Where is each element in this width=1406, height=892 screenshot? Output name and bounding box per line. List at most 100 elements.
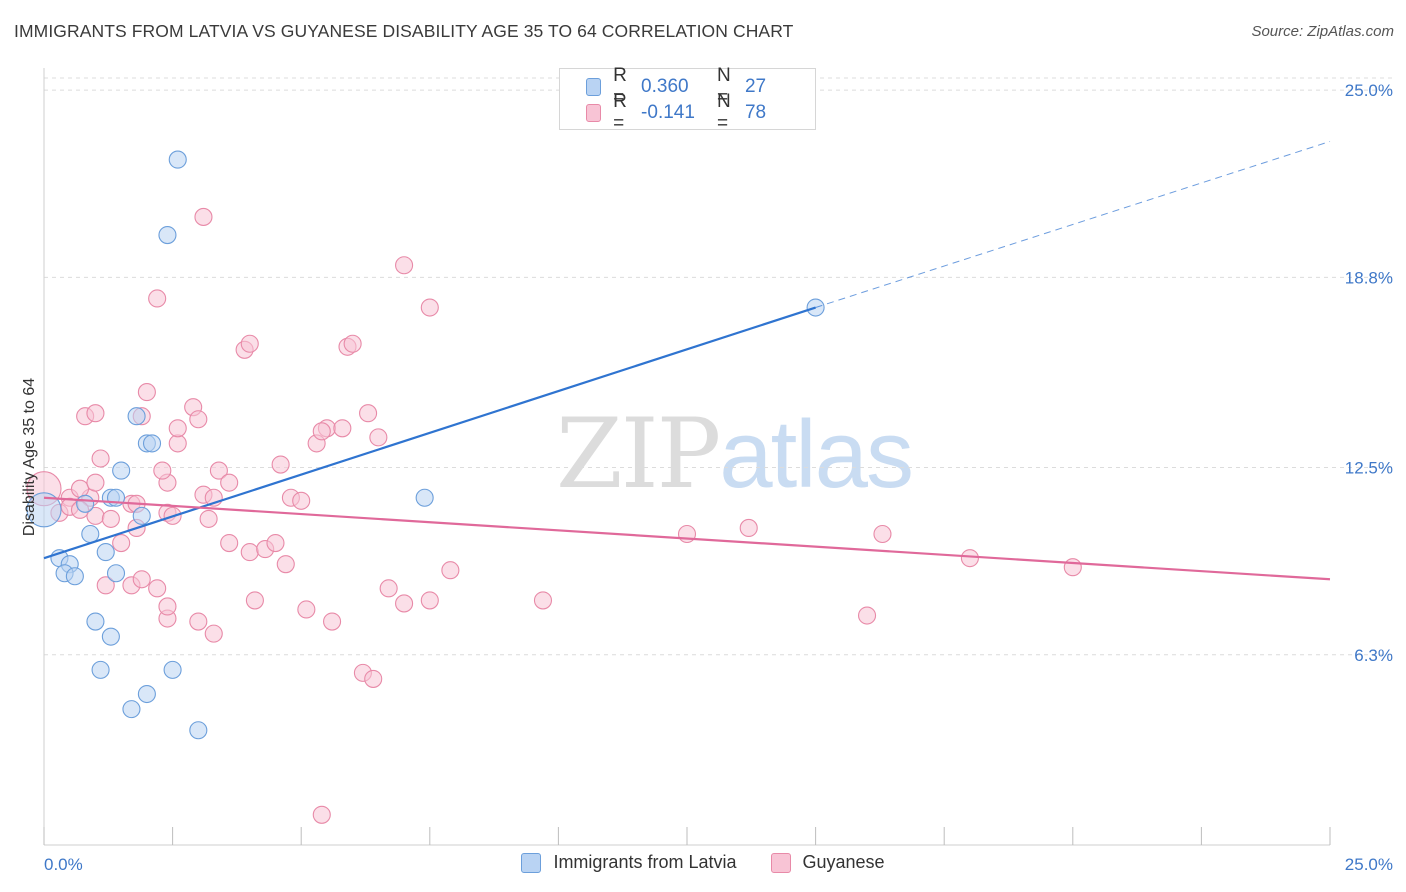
guyanese-point bbox=[240, 543, 259, 562]
guyanese-point bbox=[441, 561, 460, 580]
guyanese-point bbox=[297, 600, 316, 619]
latvia-point bbox=[81, 524, 100, 544]
guyanese-point bbox=[369, 428, 388, 447]
x-tick-label: 0.0% bbox=[44, 855, 83, 874]
guyanese-point bbox=[364, 669, 383, 688]
y-tick-label: 25.0% bbox=[1345, 81, 1393, 100]
y-tick-label: 18.8% bbox=[1345, 268, 1393, 287]
latvia-point bbox=[137, 684, 156, 704]
legend-n-label: N = bbox=[717, 65, 731, 108]
guyanese-point bbox=[276, 555, 295, 574]
guyanese-point bbox=[189, 612, 208, 631]
guyanese-point bbox=[132, 570, 151, 589]
latvia-point bbox=[142, 434, 162, 453]
stats-legend: R = 0.360 N = 27 R = -0.141 N = 78 bbox=[559, 65, 816, 134]
guyanese-point bbox=[70, 479, 90, 498]
latvia-point bbox=[132, 506, 151, 525]
guyanese-point bbox=[220, 473, 239, 492]
guyanese-point bbox=[312, 422, 331, 441]
guyanese-point bbox=[420, 298, 439, 317]
guyanese-point bbox=[168, 434, 187, 453]
guyanese-point bbox=[209, 461, 228, 480]
guyanese-point bbox=[333, 419, 352, 438]
guyanese-point bbox=[245, 591, 264, 610]
guyanese-point bbox=[204, 624, 223, 643]
guyanese-point bbox=[857, 606, 877, 625]
guyanese-point bbox=[395, 256, 414, 275]
guyanese-point bbox=[395, 594, 414, 613]
latvia-point bbox=[91, 660, 110, 679]
latvia-trend-extension bbox=[815, 140, 1331, 308]
guyanese-point bbox=[359, 404, 378, 423]
latvia-point bbox=[96, 543, 115, 562]
latvia-point bbox=[168, 150, 187, 169]
latvia-point bbox=[127, 407, 146, 426]
legend-swatch-guyanese bbox=[770, 852, 791, 873]
guyanese-point bbox=[343, 334, 362, 353]
latvia-point bbox=[189, 721, 208, 740]
latvia-point bbox=[86, 612, 105, 631]
guyanese-point bbox=[148, 289, 167, 308]
guyanese-point bbox=[292, 491, 311, 510]
guyanese-point bbox=[86, 404, 105, 423]
guyanese-point bbox=[168, 419, 187, 438]
legend-item-guyanese[interactable]: Guyanese bbox=[770, 852, 885, 873]
guyanese-point bbox=[86, 473, 105, 492]
x-tick-label: 25.0% bbox=[1345, 855, 1393, 874]
legend-r-value: 0.360 bbox=[641, 76, 689, 97]
legend-swatch-latvia bbox=[586, 78, 602, 96]
guyanese-point bbox=[271, 455, 290, 474]
guyanese-point bbox=[137, 383, 156, 402]
guyanese-point bbox=[266, 533, 285, 553]
latvia-point bbox=[163, 660, 182, 679]
latvia-point bbox=[101, 627, 120, 646]
guyanese-point bbox=[96, 576, 115, 595]
guyanese-point bbox=[91, 449, 110, 468]
legend-r-label: R = bbox=[613, 91, 627, 134]
guyanese-point bbox=[420, 591, 439, 610]
legend-swatch-guyanese bbox=[586, 104, 602, 122]
guyanese-point bbox=[1063, 558, 1082, 577]
chart-title: IMMIGRANTS FROM LATVIA VS GUYANESE DISAB… bbox=[14, 21, 794, 41]
latvia-point bbox=[122, 700, 141, 719]
legend-label-latvia: Immigrants from Latvia bbox=[553, 852, 737, 872]
guyanese-point bbox=[323, 612, 342, 631]
guyanese-point bbox=[189, 410, 208, 429]
latvia-point bbox=[106, 564, 126, 583]
guyanese-point bbox=[199, 509, 218, 528]
guyanese-point bbox=[153, 461, 172, 480]
series-legend: Immigrants from Latvia Guyanese bbox=[0, 852, 1406, 873]
source-label: Source: ZipAtlas.com bbox=[1251, 23, 1394, 40]
guyanese-point bbox=[873, 524, 892, 544]
latvia-point bbox=[112, 461, 131, 480]
guyanese-point bbox=[312, 805, 331, 824]
y-tick-label: 6.3% bbox=[1354, 646, 1393, 665]
legend-r-label: R = bbox=[613, 65, 627, 108]
guyanese-point bbox=[101, 509, 120, 528]
guyanese-point bbox=[533, 591, 553, 610]
latvia-point bbox=[76, 494, 95, 513]
guyanese-point bbox=[148, 579, 167, 598]
legend-row-latvia: R = 0.360 N = 27 bbox=[586, 65, 815, 108]
legend-n-label: N = bbox=[717, 91, 731, 134]
legend-row-guyanese: R = -0.141 N = 78 bbox=[586, 91, 815, 134]
y-axis-label: Disability Age 35 to 64 bbox=[21, 377, 38, 537]
guyanese-point bbox=[379, 579, 398, 598]
guyanese-point bbox=[220, 533, 239, 553]
legend-r-value: -0.141 bbox=[641, 102, 695, 123]
guyanese-point bbox=[739, 518, 758, 537]
legend-label-guyanese: Guyanese bbox=[802, 852, 885, 872]
legend-n-value: 27 bbox=[744, 76, 767, 97]
guyanese-point bbox=[158, 597, 177, 616]
latvia-point bbox=[158, 226, 177, 245]
guyanese-point bbox=[240, 334, 259, 353]
legend-item-latvia[interactable]: Immigrants from Latvia bbox=[521, 852, 737, 873]
latvia-point bbox=[65, 567, 84, 586]
latvia-point bbox=[415, 488, 434, 507]
latvia-trend-line bbox=[43, 306, 816, 560]
latvia-point bbox=[26, 492, 62, 528]
legend-swatch-latvia bbox=[521, 852, 542, 873]
y-tick-label: 12.5% bbox=[1345, 459, 1393, 478]
guyanese-point bbox=[960, 549, 979, 568]
